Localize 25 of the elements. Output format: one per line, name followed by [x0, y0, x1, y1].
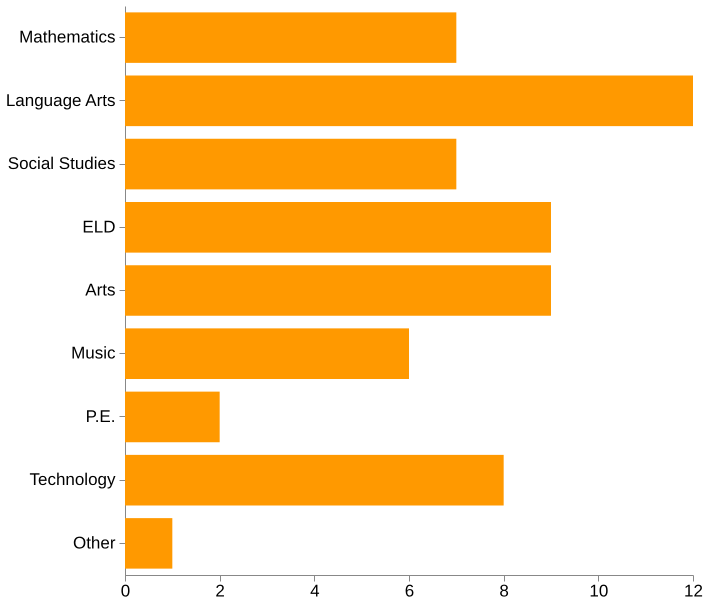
y-tick-label: Music: [71, 344, 116, 363]
x-tick-label: 12: [684, 582, 703, 600]
y-tick-label: Social Studies: [8, 154, 116, 174]
bar: [125, 12, 456, 63]
bar: [125, 328, 409, 380]
x-tick-label: 6: [404, 582, 414, 600]
x-tick-label: 10: [589, 582, 608, 600]
bar: [125, 454, 504, 506]
x-tick-label: 0: [120, 582, 130, 600]
bar: [125, 392, 220, 442]
y-tick-label: Mathematics: [19, 28, 116, 47]
y-tick-label: Other: [72, 533, 116, 552]
y-tick-label: ELD: [82, 217, 116, 236]
bar: [125, 138, 456, 190]
y-tick-label: Arts: [85, 280, 116, 300]
bar: [125, 76, 693, 126]
x-tick-label: 8: [499, 582, 509, 600]
bar: [125, 265, 551, 316]
x-tick-label: 4: [310, 582, 320, 600]
y-tick-label: Language Arts: [6, 90, 116, 110]
y-tick-label: P.E.: [86, 406, 116, 426]
x-tick-label: 2: [215, 582, 225, 600]
bar: [125, 202, 551, 253]
y-tick-label: Technology: [29, 470, 116, 490]
bar: [125, 518, 172, 569]
